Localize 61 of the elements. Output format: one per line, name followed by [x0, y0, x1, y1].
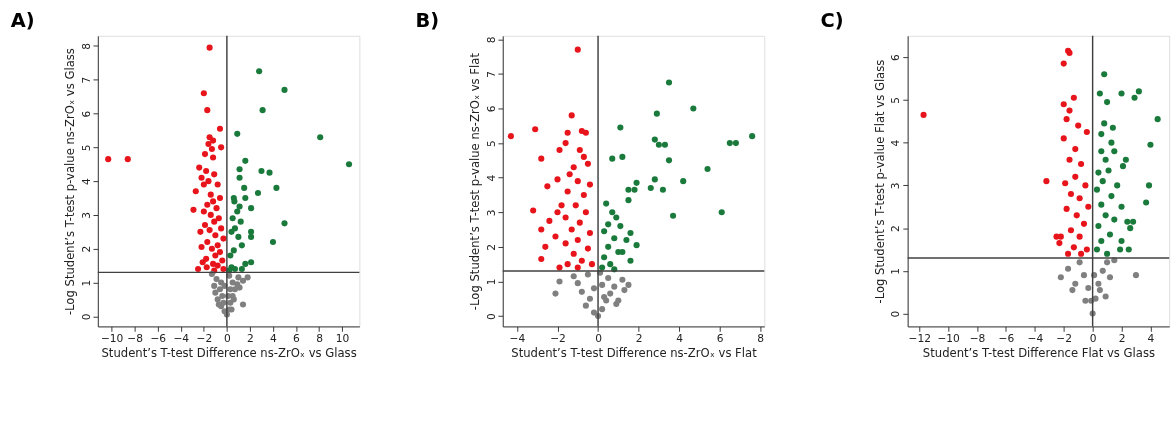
y-tick-label: 3: [889, 182, 903, 190]
y-tick-label: 5: [79, 144, 93, 152]
x-tick-label: 8: [757, 332, 765, 346]
x-tick-label: 4: [270, 332, 278, 346]
x-tick-label: −8: [969, 332, 986, 346]
y-tick-label: 5: [889, 97, 903, 104]
x-tick-label: 8: [316, 332, 324, 346]
x-tick-label: 0: [595, 332, 603, 346]
x-tick-label: 2: [635, 332, 643, 346]
y-tick-label: 7: [484, 70, 498, 78]
y-tick-label: 2: [484, 243, 498, 251]
y-tick-label: 1: [889, 267, 903, 275]
y-tick-label: 3: [79, 212, 93, 219]
y-tick-label: 6: [79, 110, 93, 118]
x-tick-label: 0: [1089, 332, 1097, 346]
x-tick-label: 4: [676, 332, 684, 346]
x-tick-label: −12: [908, 332, 931, 346]
y-tick-label: 0: [889, 310, 903, 318]
y-tick-label: 5: [484, 140, 498, 147]
x-tick-label: −6: [150, 332, 167, 346]
y-tick-label: 1: [484, 278, 498, 286]
x-tick-label: −4: [509, 332, 526, 346]
x-tick-label: −8: [127, 332, 144, 346]
y-axis-title: -Log Student’s T-test p-value ns-ZrOₓ vs Glass: [63, 48, 78, 316]
y-tick-label: 6: [889, 54, 903, 62]
y-tick-label: 4: [889, 139, 903, 147]
y-axis-title: -Log Student’s T-test p-value ns-ZrOₓ vs Flat: [468, 52, 483, 311]
x-tick-label: 4: [1147, 332, 1155, 346]
y-tick-label: 1: [79, 279, 93, 287]
y-tick-label: 4: [79, 178, 93, 185]
y-axis-title: -Log Student’s T-test p-value Flat vs Glass: [872, 59, 887, 304]
y-tick-label: 0: [484, 312, 498, 320]
chart-title: A): [10, 9, 35, 33]
x-tick-label: −4: [173, 332, 190, 346]
x-tick-label: −10: [937, 332, 961, 346]
x-tick-label: −4: [1027, 332, 1044, 346]
x-axis-title: Student’s T-test Difference ns-ZrOₓ vs Glass: [101, 345, 357, 360]
y-tick-label: 0: [79, 313, 93, 321]
y-tick-label: 2: [889, 225, 903, 233]
x-tick-label: −2: [550, 332, 566, 346]
y-tick-label: 7: [79, 76, 93, 84]
chart-title: C): [820, 9, 844, 33]
y-tick-label: 3: [484, 209, 498, 217]
chart-title: B): [415, 9, 440, 33]
y-tick-label: 8: [484, 36, 498, 44]
x-tick-label: 6: [716, 332, 724, 346]
x-axis-title: Student’s T-test Difference Flat vs Glass: [922, 345, 1156, 360]
x-tick-label: −2: [1056, 332, 1073, 346]
x-tick-label: −2: [196, 332, 213, 346]
y-tick-label: 6: [484, 105, 498, 113]
x-tick-label: 2: [247, 332, 254, 346]
x-tick-label: 6: [293, 332, 301, 346]
x-tick-label: 0: [223, 332, 231, 346]
x-tick-label: −6: [998, 332, 1015, 346]
x-tick-label: 10: [335, 332, 350, 346]
y-tick-label: 2: [79, 245, 93, 253]
y-tick-label: 8: [79, 42, 93, 50]
x-axis-title: Student’s T-test Difference ns-ZrOₓ vs Flat: [511, 345, 758, 360]
x-tick-label: −10: [100, 332, 124, 346]
x-tick-label: 2: [1118, 332, 1126, 346]
y-tick-label: 4: [484, 174, 498, 182]
